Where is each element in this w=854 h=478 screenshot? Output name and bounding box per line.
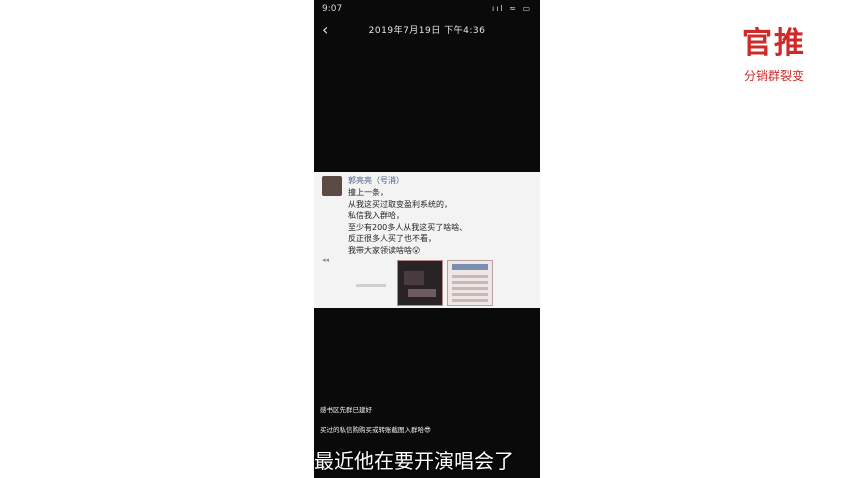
status-time: 9:07 — [322, 4, 343, 14]
post-line: 从我这买过取变盈利系统的， — [348, 199, 452, 209]
logo-sub-text: 分销群裂变 — [743, 69, 804, 83]
post-card[interactable]: 郭亮亮（号消） 撞上一条， 从我这买过取变盈利系统的， 私信我入群哈， 至少有2… — [314, 172, 540, 308]
post-author[interactable]: 郭亮亮（号消） — [348, 176, 404, 185]
video-subtitle: 最近他在要开演唱会了 — [314, 449, 514, 473]
notice-line: 感书区先群已建好 — [320, 406, 372, 414]
more-mark-icon: ◂◂ — [322, 256, 330, 264]
logo-main-text: 官推 — [742, 26, 806, 61]
post-image-dark[interactable] — [397, 260, 443, 306]
notice-line: 买过的私信购购买或转账截图入群哈😎 — [320, 426, 431, 434]
post-text: 撞上一条， 从我这买过取变盈利系统的， 私信我入群哈， 至少有200多人从我这买… — [348, 187, 534, 256]
post-line: 撞上一条， — [348, 188, 388, 197]
status-bar: 9:07 ııl ≈ ▭ — [314, 0, 540, 18]
top-bar: ‹ 2019年7月19日 下午4:36 — [314, 18, 540, 44]
post-line: 我带大家领读啥啥😮 — [348, 245, 421, 255]
post-image-screenshot[interactable] — [447, 260, 493, 306]
post-line: 至少有200多人从我这买了啥啥、 — [348, 222, 468, 232]
post-image-placeholder[interactable] — [352, 262, 392, 298]
brand-logo: 官推 分销群裂变 — [734, 26, 814, 84]
post-line: 反正很多人买了也不看， — [348, 234, 436, 243]
back-chevron-icon[interactable]: ‹ — [322, 20, 329, 39]
post-line: 私信我入群哈， — [348, 211, 404, 220]
status-icons: ııl ≈ ▭ — [491, 4, 532, 13]
avatar[interactable] — [322, 176, 342, 196]
phone-screen: 9:07 ııl ≈ ▭ ‹ 2019年7月19日 下午4:36 郭亮亮（号消）… — [314, 0, 540, 478]
post-date: 2019年7月19日 下午4:36 — [368, 26, 486, 36]
